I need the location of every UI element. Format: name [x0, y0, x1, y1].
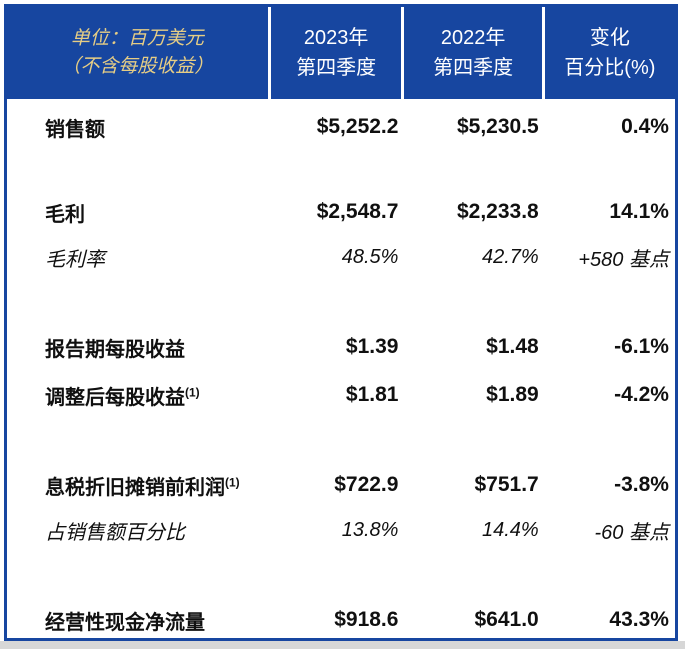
table-row-gross-margin: 毛利率 48.5% 42.7% +580 基点	[7, 237, 675, 277]
row-label: 经营性现金净流量	[45, 611, 205, 634]
unit-label-line2: （不含每股收益）	[61, 56, 214, 77]
value-change: 43.3%	[609, 608, 669, 631]
value-2023: $5,252.2	[316, 115, 399, 138]
value-2022: $1.48	[486, 335, 539, 358]
value-change: 14.1%	[609, 200, 669, 223]
table-header: 单位：百万美元 （不含每股收益） 2023年 第四季度 2022年 第四季度 变…	[7, 7, 675, 99]
col-header-line1: 变化	[589, 27, 630, 49]
col-header-line2: 第四季度	[433, 57, 514, 79]
value-2022: $641.0	[474, 608, 539, 631]
value-2023: 13.8%	[341, 518, 399, 541]
value-change: -60 基点	[594, 521, 669, 544]
row-label: 调整后每股收益	[45, 386, 185, 409]
footnote-marker: (1)	[225, 474, 240, 489]
footnote-marker: (1)	[185, 384, 200, 399]
row-label: 销售额	[45, 118, 105, 141]
row-label: 占销售额百分比	[45, 521, 185, 544]
value-2023: $2,548.7	[316, 200, 399, 223]
col-header-line1: 2022年	[440, 27, 506, 49]
value-2023: 48.5%	[341, 245, 399, 268]
row-label: 毛利率	[45, 248, 105, 271]
table-row-adjusted-eps: 调整后每股收益(1) $1.81 $1.89 -4.2%	[7, 375, 675, 415]
value-2023: $722.9	[334, 473, 399, 496]
value-2022: $5,230.5	[456, 115, 539, 138]
table-body: 销售额 $5,252.2 $5,230.5 0.4% 毛利 $2,548.7 $…	[7, 107, 675, 640]
unit-header-cell: 单位：百万美元 （不含每股收益）	[7, 7, 271, 99]
table-row-sales: 销售额 $5,252.2 $5,230.5 0.4%	[7, 107, 675, 147]
col-header-2022-q4: 2022年 第四季度	[404, 7, 545, 99]
value-change: 0.4%	[621, 115, 669, 138]
value-2022: $2,233.8	[456, 200, 539, 223]
col-header-change-pct: 变化 百分比(%)	[545, 7, 675, 99]
col-header-line1: 2023年	[303, 27, 369, 49]
unit-label-line1: 单位：百万美元	[70, 27, 204, 49]
row-label: 报告期每股收益	[45, 338, 185, 361]
row-label: 毛利	[45, 203, 85, 226]
value-change: -3.8%	[614, 473, 669, 496]
col-header-2023-q4: 2023年 第四季度	[271, 7, 405, 99]
col-header-line2: 第四季度	[296, 57, 377, 79]
col-header-line2: 百分比(%)	[564, 57, 656, 79]
value-2023: $1.81	[345, 383, 399, 406]
value-change: -4.2%	[614, 383, 669, 406]
value-2022: $1.89	[486, 383, 539, 406]
value-2023: $918.6	[334, 608, 399, 631]
table-row-reported-eps: 报告期每股收益 $1.39 $1.48 -6.1%	[7, 327, 675, 367]
table-row-ebitda: 息税折旧摊销前利润(1) $722.9 $751.7 -3.8%	[7, 465, 675, 505]
value-2022: 14.4%	[482, 518, 539, 541]
value-change: +580 基点	[578, 248, 669, 271]
table-row-operating-cash-flow: 经营性现金净流量 $918.6 $641.0 43.3%	[7, 600, 675, 640]
value-2022: 42.7%	[482, 245, 539, 268]
value-2022: $751.7	[474, 473, 539, 496]
row-label: 息税折旧摊销前利润	[45, 476, 225, 499]
financial-results-table: 单位：百万美元 （不含每股收益） 2023年 第四季度 2022年 第四季度 变…	[4, 4, 678, 641]
table-row-pct-of-sales: 占销售额百分比 13.8% 14.4% -60 基点	[7, 510, 675, 550]
value-2023: $1.39	[345, 335, 399, 358]
bottom-edge-shadow	[0, 641, 685, 649]
table-row-gross-profit: 毛利 $2,548.7 $2,233.8 14.1%	[7, 192, 675, 232]
value-change: -6.1%	[614, 335, 669, 358]
